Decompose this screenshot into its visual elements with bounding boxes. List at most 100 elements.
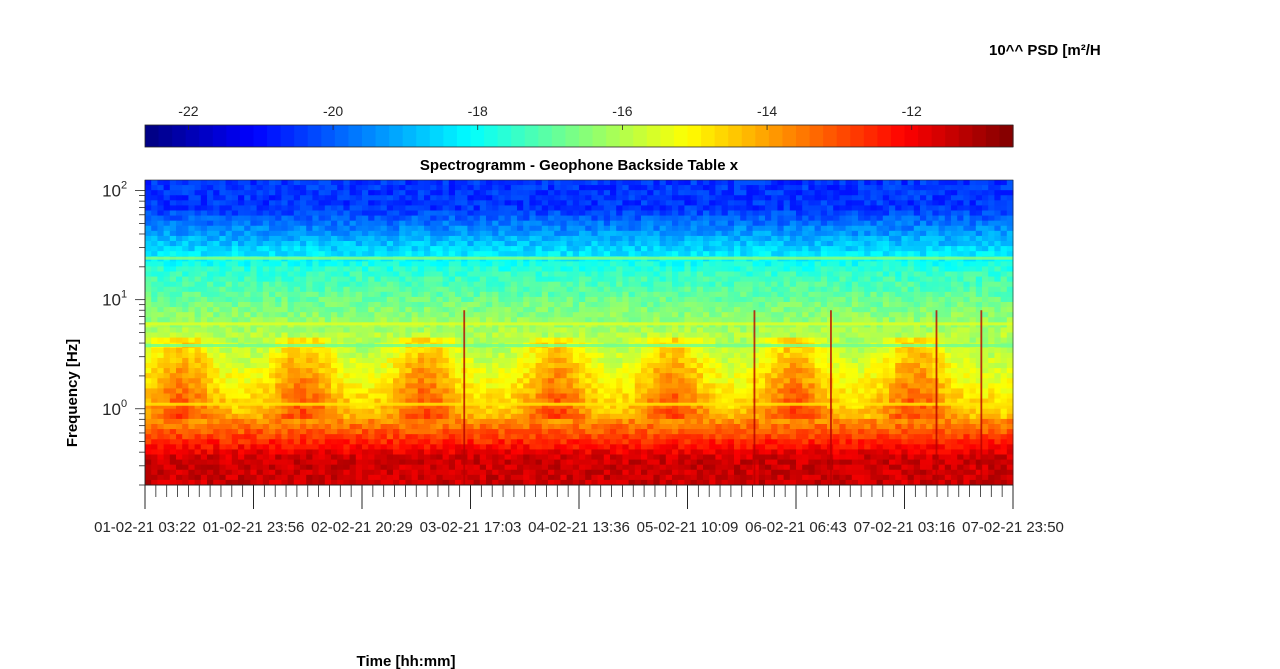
spectrogram-cell xyxy=(746,230,754,237)
spectrogram-cell xyxy=(802,190,809,196)
spectrogram-cell xyxy=(920,317,927,323)
spectrogram-cell xyxy=(765,251,772,257)
spectrogram-cell xyxy=(479,220,487,227)
spectrogram-cell xyxy=(777,205,785,211)
spectrogram-cell xyxy=(684,291,692,298)
spectrogram-cell xyxy=(634,302,642,308)
spectrogram-cell xyxy=(275,276,282,283)
spectrogram-cell xyxy=(579,205,586,211)
spectrogram-cell xyxy=(219,332,227,339)
spectrogram-cell xyxy=(963,251,971,257)
spectrogram-cell xyxy=(771,352,778,359)
spectrogram-cell xyxy=(548,215,555,222)
spectrogram-cell xyxy=(182,195,189,201)
spectrogram-cell xyxy=(603,261,611,267)
spectrogram-cell xyxy=(870,251,878,257)
spectrogram-cell xyxy=(591,302,599,308)
spectrogram-cell xyxy=(461,230,468,237)
spectrogram-cell xyxy=(331,271,338,278)
spectrogram-cell xyxy=(703,241,710,247)
spectrogram-cell xyxy=(151,307,158,313)
spectrogram-cell xyxy=(820,337,828,344)
spectrogram-cell xyxy=(944,271,952,278)
spectrogram-cell xyxy=(256,271,264,278)
spectrogram-cell xyxy=(734,195,741,201)
spectrogram-cell xyxy=(337,327,344,333)
spectrogram-cell xyxy=(207,225,214,232)
spectrogram-cell xyxy=(858,327,865,333)
spectrogram-cell xyxy=(442,261,450,267)
spectrogram-cell xyxy=(207,296,214,303)
spectrogram-cell xyxy=(498,205,506,211)
spectrogram-cell xyxy=(839,261,847,267)
spectrogram-cell xyxy=(808,281,816,288)
spectrogram-cell xyxy=(411,185,419,191)
spectrogram-cell xyxy=(535,317,543,323)
spectrogram-cell xyxy=(951,337,958,344)
spectrogram-cell xyxy=(473,190,481,196)
spectrogram-cell xyxy=(814,296,822,303)
spectrogram-cell xyxy=(572,195,580,201)
spectrogram-cell xyxy=(554,251,561,257)
spectrogram-cell xyxy=(789,276,797,283)
spectrogram-cell xyxy=(262,296,270,303)
spectrogram-cell xyxy=(238,220,245,227)
spectrogram-cell xyxy=(876,327,884,333)
spectrogram-cell xyxy=(901,296,909,303)
spectrogram-cell xyxy=(920,261,927,267)
spectrogram-cell xyxy=(529,337,537,344)
spectrogram-cell xyxy=(504,205,512,211)
spectrogram-cell xyxy=(975,302,983,308)
spectrogram-cell xyxy=(808,241,816,247)
spectrogram-cell xyxy=(628,225,636,232)
spectrogram-cell xyxy=(715,215,723,222)
spectrogram-cell xyxy=(690,195,698,201)
spectrogram-cell xyxy=(833,220,840,227)
spectrogram-cell xyxy=(653,246,661,252)
spectrogram-cell xyxy=(740,241,747,247)
spectrogram-cell xyxy=(734,291,741,298)
spectrogram-cell xyxy=(969,307,977,313)
spectrogram-cell xyxy=(932,276,940,283)
spectrogram-cell xyxy=(504,271,512,278)
spectrogram-cell xyxy=(808,180,816,186)
spectrogram-cell xyxy=(300,266,307,272)
spectrogram-cell xyxy=(994,190,1002,196)
spectrogram-cell xyxy=(324,205,332,211)
spectrogram-cell xyxy=(647,291,654,298)
spectrogram-cell xyxy=(734,281,741,288)
spectrogram-cell xyxy=(200,337,208,344)
spectrogram-cell xyxy=(269,180,276,186)
spectrogram-cell xyxy=(349,276,357,283)
spectrogram-cell xyxy=(176,307,183,313)
spectrogram-cell xyxy=(969,337,977,344)
spectrogram-cell xyxy=(151,347,158,354)
spectrogram-cell xyxy=(678,246,685,252)
spectrogram-cell xyxy=(424,266,431,272)
spectrogram-cell xyxy=(777,195,785,201)
spectrogram-cell xyxy=(417,352,425,359)
spectrogram-cell xyxy=(554,261,561,267)
spectrogram-cell xyxy=(969,200,977,206)
spectrogram-cell xyxy=(151,291,158,298)
spectrogram-cell xyxy=(231,312,239,318)
spectrogram-cell xyxy=(529,225,537,232)
spectrogram-cell xyxy=(473,185,481,191)
spectrogram-cell xyxy=(845,286,853,293)
spectrogram-cell xyxy=(864,210,871,217)
spectrogram-cell xyxy=(275,347,282,354)
spectrogram-cell xyxy=(182,352,189,359)
spectrogram-cell xyxy=(244,200,251,206)
spectrogram-cell xyxy=(622,205,630,211)
spectrogram-cell xyxy=(566,180,574,186)
spectrogram-cell xyxy=(510,312,518,318)
spectrogram-cell xyxy=(913,281,921,288)
spectrogram-cell xyxy=(901,312,909,318)
spectrogram-cell xyxy=(622,185,630,191)
spectrogram-cell xyxy=(436,241,444,247)
spectrogram-cell xyxy=(517,286,524,293)
spectrogram-cell xyxy=(188,327,196,333)
spectrogram-cell xyxy=(740,352,747,359)
spectrogram-cell xyxy=(560,225,568,232)
spectrogram-cell xyxy=(678,271,685,278)
